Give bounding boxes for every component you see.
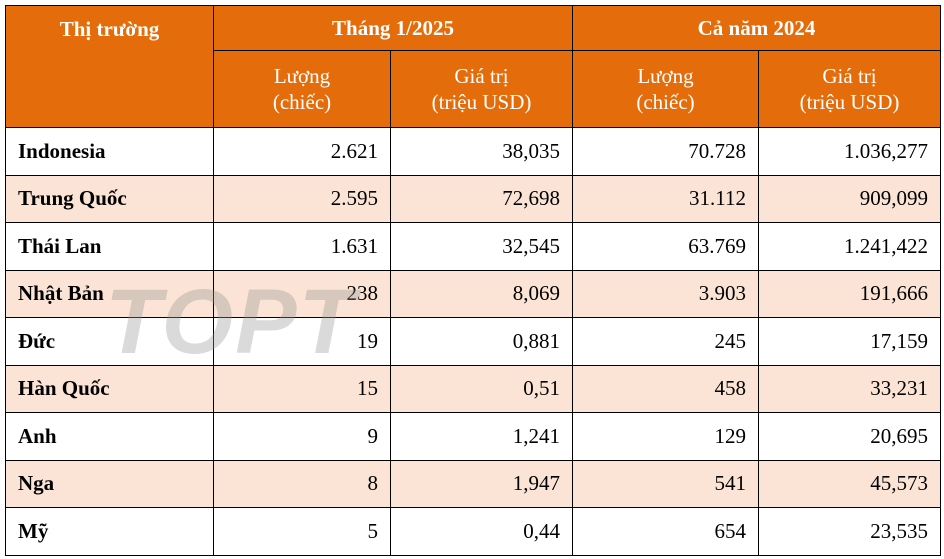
table-row: Đức 19 0,881 245 17,159 (5, 317, 942, 366)
market-cell: Trung Quốc (5, 174, 214, 223)
value-cell: 45,573 (758, 459, 942, 508)
table-row: Thái Lan 1.631 32,545 63.769 1.241,422 (5, 222, 942, 271)
value-cell: 31.112 (572, 174, 760, 223)
value-cell: 245 (572, 317, 760, 366)
value-cell: 0,881 (389, 317, 574, 366)
subheader: Lượng (chiếc) (213, 50, 391, 128)
subheader-row: Lượng (chiếc) Giá trị (triệu USD) Lượng … (6, 50, 942, 128)
table-row: Nhật Bản 238 8,069 3.903 191,666 (5, 269, 942, 318)
market-cell: Nhật Bản (5, 269, 214, 318)
subheader: Lượng (chiếc) (572, 50, 760, 128)
market-cell: Thái Lan (5, 222, 214, 271)
value-cell: 0,44 (389, 507, 574, 556)
value-cell: 191,666 (758, 269, 942, 318)
group-header: Cả năm 2024 (572, 5, 942, 51)
value-cell: 33,231 (758, 364, 942, 413)
value-cell: 541 (572, 459, 760, 508)
value-cell: 5 (213, 507, 391, 556)
value-cell: 3.903 (572, 269, 760, 318)
market-cell: Mỹ (5, 507, 214, 556)
value-cell: 38,035 (389, 127, 574, 176)
table-row: Indonesia 2.621 38,035 70.728 1.036,277 (5, 127, 942, 176)
value-cell: 70.728 (572, 127, 760, 176)
value-cell: 72,698 (389, 174, 574, 223)
subheader: Giá trị (triệu USD) (758, 50, 942, 128)
value-cell: 8 (213, 459, 391, 508)
value-cell: 1.631 (213, 222, 391, 271)
value-cell: 17,159 (758, 317, 942, 366)
value-cell: 238 (213, 269, 391, 318)
table-row: Hàn Quốc 15 0,51 458 33,231 (5, 364, 942, 413)
value-cell: 20,695 (758, 412, 942, 461)
table-row: Trung Quốc 2.595 72,698 31.112 909,099 (5, 174, 942, 223)
table-row: Mỹ 5 0,44 654 23,535 (5, 507, 942, 556)
value-cell: 32,545 (389, 222, 574, 271)
market-cell: Hàn Quốc (5, 364, 214, 413)
table-body: Indonesia 2.621 38,035 70.728 1.036,277 Trung… (5, 127, 942, 556)
market-cell: Nga (5, 459, 214, 508)
value-cell: 1,241 (389, 412, 574, 461)
market-cell: Đức (5, 317, 214, 366)
table-row: Nga 8 1,947 541 45,573 (5, 459, 942, 508)
market-header: Thị trường (5, 5, 214, 128)
value-cell: 63.769 (572, 222, 760, 271)
export-table: Thị trường Tháng 1/2025 Cả năm 2024 Lượn… (5, 5, 942, 556)
value-cell: 1,947 (389, 459, 574, 508)
value-cell: 909,099 (758, 174, 942, 223)
value-cell: 0,51 (389, 364, 574, 413)
value-cell: 129 (572, 412, 760, 461)
value-cell: 2.621 (213, 127, 391, 176)
value-cell: 19 (213, 317, 391, 366)
group-header: Tháng 1/2025 (212, 5, 574, 51)
table-head: Thị trường Tháng 1/2025 Cả năm 2024 Lượn… (5, 5, 942, 128)
value-cell: 2.595 (213, 174, 391, 223)
value-cell: 654 (572, 507, 760, 556)
value-cell: 8,069 (389, 269, 574, 318)
value-cell: 1.241,422 (758, 222, 942, 271)
header-row: Thị trường Tháng 1/2025 Cả năm 2024 (5, 5, 942, 128)
market-cell: Anh (5, 412, 214, 461)
subheader: Giá trị (triệu USD) (389, 50, 574, 128)
table-row: Anh 9 1,241 129 20,695 (5, 412, 942, 461)
value-cell: 1.036,277 (758, 127, 942, 176)
market-cell: Indonesia (5, 127, 214, 176)
value-cell: 9 (213, 412, 391, 461)
value-cell: 15 (213, 364, 391, 413)
value-cell: 23,535 (758, 507, 942, 556)
value-cell: 458 (572, 364, 760, 413)
